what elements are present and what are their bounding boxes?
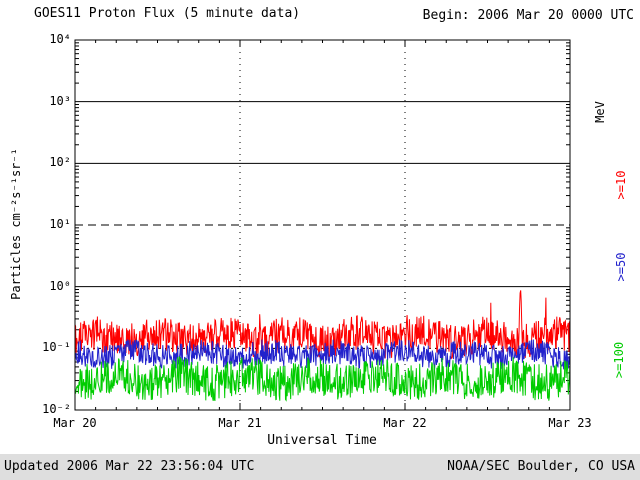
y-tick-label: 10³: [49, 93, 71, 108]
begin-time-label: Begin: 2006 Mar 20 0000 UTC: [422, 8, 634, 23]
y-tick-label: 10²: [49, 155, 71, 170]
y-tick-label: 10⁻¹: [42, 340, 71, 355]
credit-label: NOAA/SEC Boulder, CO USA: [447, 459, 635, 474]
legend-ge50-label: >=50: [614, 252, 628, 282]
x-tick-label: Mar 20: [53, 416, 97, 430]
footer-band: [0, 454, 640, 480]
x-tick-label: Mar 23: [548, 416, 592, 430]
y-axis-label: Particles cm⁻²s⁻¹sr⁻¹: [9, 148, 23, 300]
chart-title: GOES11 Proton Flux (5 minute data): [34, 6, 301, 21]
series-line->=10: [74, 290, 571, 360]
x-tick-label: Mar 22: [383, 416, 427, 430]
y-tick-label: 10⁰: [49, 278, 71, 293]
legend-ge100-label: >=100: [612, 341, 626, 379]
plot-border: [74, 39, 571, 411]
y-tick-label: 10⁴: [49, 32, 71, 46]
updated-timestamp: Updated 2006 Mar 22 23:56:04 UTC: [4, 459, 255, 474]
x-axis-label: Universal Time: [267, 433, 377, 448]
legend-ge10-label: >=10: [614, 170, 628, 200]
y-tick-label: 10⁻²: [42, 402, 71, 416]
series-line->=50: [74, 338, 571, 370]
right-axis-unit-label: MeV: [593, 101, 607, 123]
x-tick-label: Mar 21: [218, 416, 262, 430]
y-tick-label: 10¹: [49, 217, 71, 231]
series-line->=100: [74, 356, 571, 402]
